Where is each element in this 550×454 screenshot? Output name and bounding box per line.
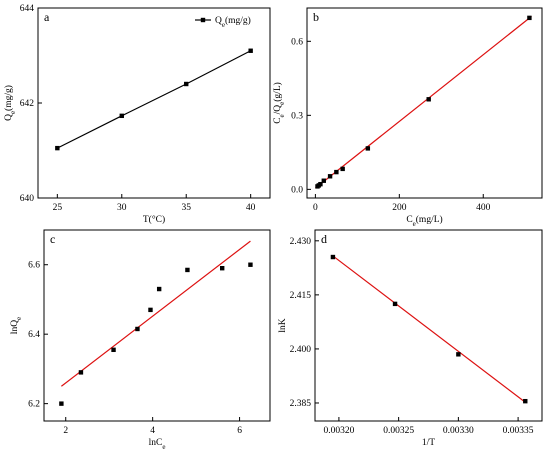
panel-label: a [44,10,50,24]
panel-c: c 2 4 6 6.2 6.4 6.6 lnCe lnQe [10,229,271,451]
x-tick-label: 25 [53,203,63,213]
legend-label: Qe(mg/g) [215,15,251,29]
y-axis-label: lnK [278,318,288,332]
data-point [219,266,225,271]
y-tick-label: 2.430 [290,237,312,247]
data-point [135,326,140,332]
x-tick-label: 0.00320 [323,426,354,436]
data-point [119,113,124,119]
data-point [330,254,336,260]
x-tick-label: 0 [313,203,318,213]
x-tick-label: 4 [150,426,155,436]
x-axis-label: lnCe [149,438,166,451]
y-tick-label: 2.400 [290,345,312,355]
x-tick-label: 400 [476,203,491,213]
data-point [156,286,162,292]
data-point [365,146,371,151]
data-point [184,81,189,87]
x-axis-label: T(°C) [143,214,165,225]
data-point [59,401,64,406]
y-axis-label: lnQe [10,317,23,334]
data-point [318,181,323,187]
fit-line [315,15,532,189]
y-axis-label: Ce/Qe(g/L) [272,82,286,124]
data-point [55,145,60,151]
panel-label: b [313,10,319,24]
y-tick-label: 6.4 [28,330,40,340]
y-axis-label: Qe(mg/g) [3,85,17,121]
x-tick-label: 40 [246,203,256,213]
data-point [248,262,253,267]
y-tick-label: 0.0 [291,185,303,195]
y-tick-label: 2.415 [290,291,312,301]
fit-line [332,255,526,403]
panel-a: a 25 30 35 40 640 642 644 T(°C) Qe(mg/g) Qe(mg/g) [3,4,271,225]
y-tick-label: 640 [20,194,35,204]
x-tick-label: 6 [237,426,242,436]
y-tick-label: 6.2 [28,400,40,410]
data-point [340,166,345,172]
data-point [426,97,431,102]
legend-marker [200,17,206,23]
fit-line [61,240,251,387]
data-point [321,178,326,183]
data-point [523,398,528,404]
x-axis-label: 1/T [422,438,435,448]
x-tick-label: 35 [181,203,191,213]
data-point [456,352,461,357]
x-axis-label: Ce(mg/L) [406,214,442,228]
x-tick-label: 0.00325 [383,426,414,436]
data-point [78,370,84,375]
x-tick-label: 2 [63,426,68,436]
panel-label: d [321,232,327,246]
x-tick-label: 0.00330 [443,426,474,436]
data-point [148,307,153,313]
panel-d: d 0.00320 0.00325 0.00330 0.00335 2.385 2.400 2… [278,229,543,448]
y-tick-label: 0.6 [291,37,303,47]
x-tick-label: 0.00335 [503,426,534,436]
data-point [527,15,532,21]
panel-b: b 0 200 400 0.0 0.3 0.6 Ce(mg/L) Ce/Qe(g/L) [272,7,543,228]
series-line [57,50,251,149]
plot-frame [306,7,543,199]
data-point [392,301,398,307]
data-point [248,48,253,53]
y-tick-label: 644 [20,4,35,14]
y-tick-label: 642 [20,99,35,109]
x-tick-label: 200 [392,203,407,213]
y-tick-label: 6.6 [28,261,40,271]
plot-frame [43,229,271,422]
plot-frame [314,229,543,422]
data-point [327,174,333,179]
x-tick-label: 30 [117,203,127,213]
data-point [185,267,190,273]
data-point [334,169,339,175]
data-point [111,347,116,353]
y-tick-label: 0.3 [291,111,303,121]
plot-frame [37,7,271,199]
y-tick-label: 2.385 [290,399,312,409]
panel-label: c [50,232,55,246]
